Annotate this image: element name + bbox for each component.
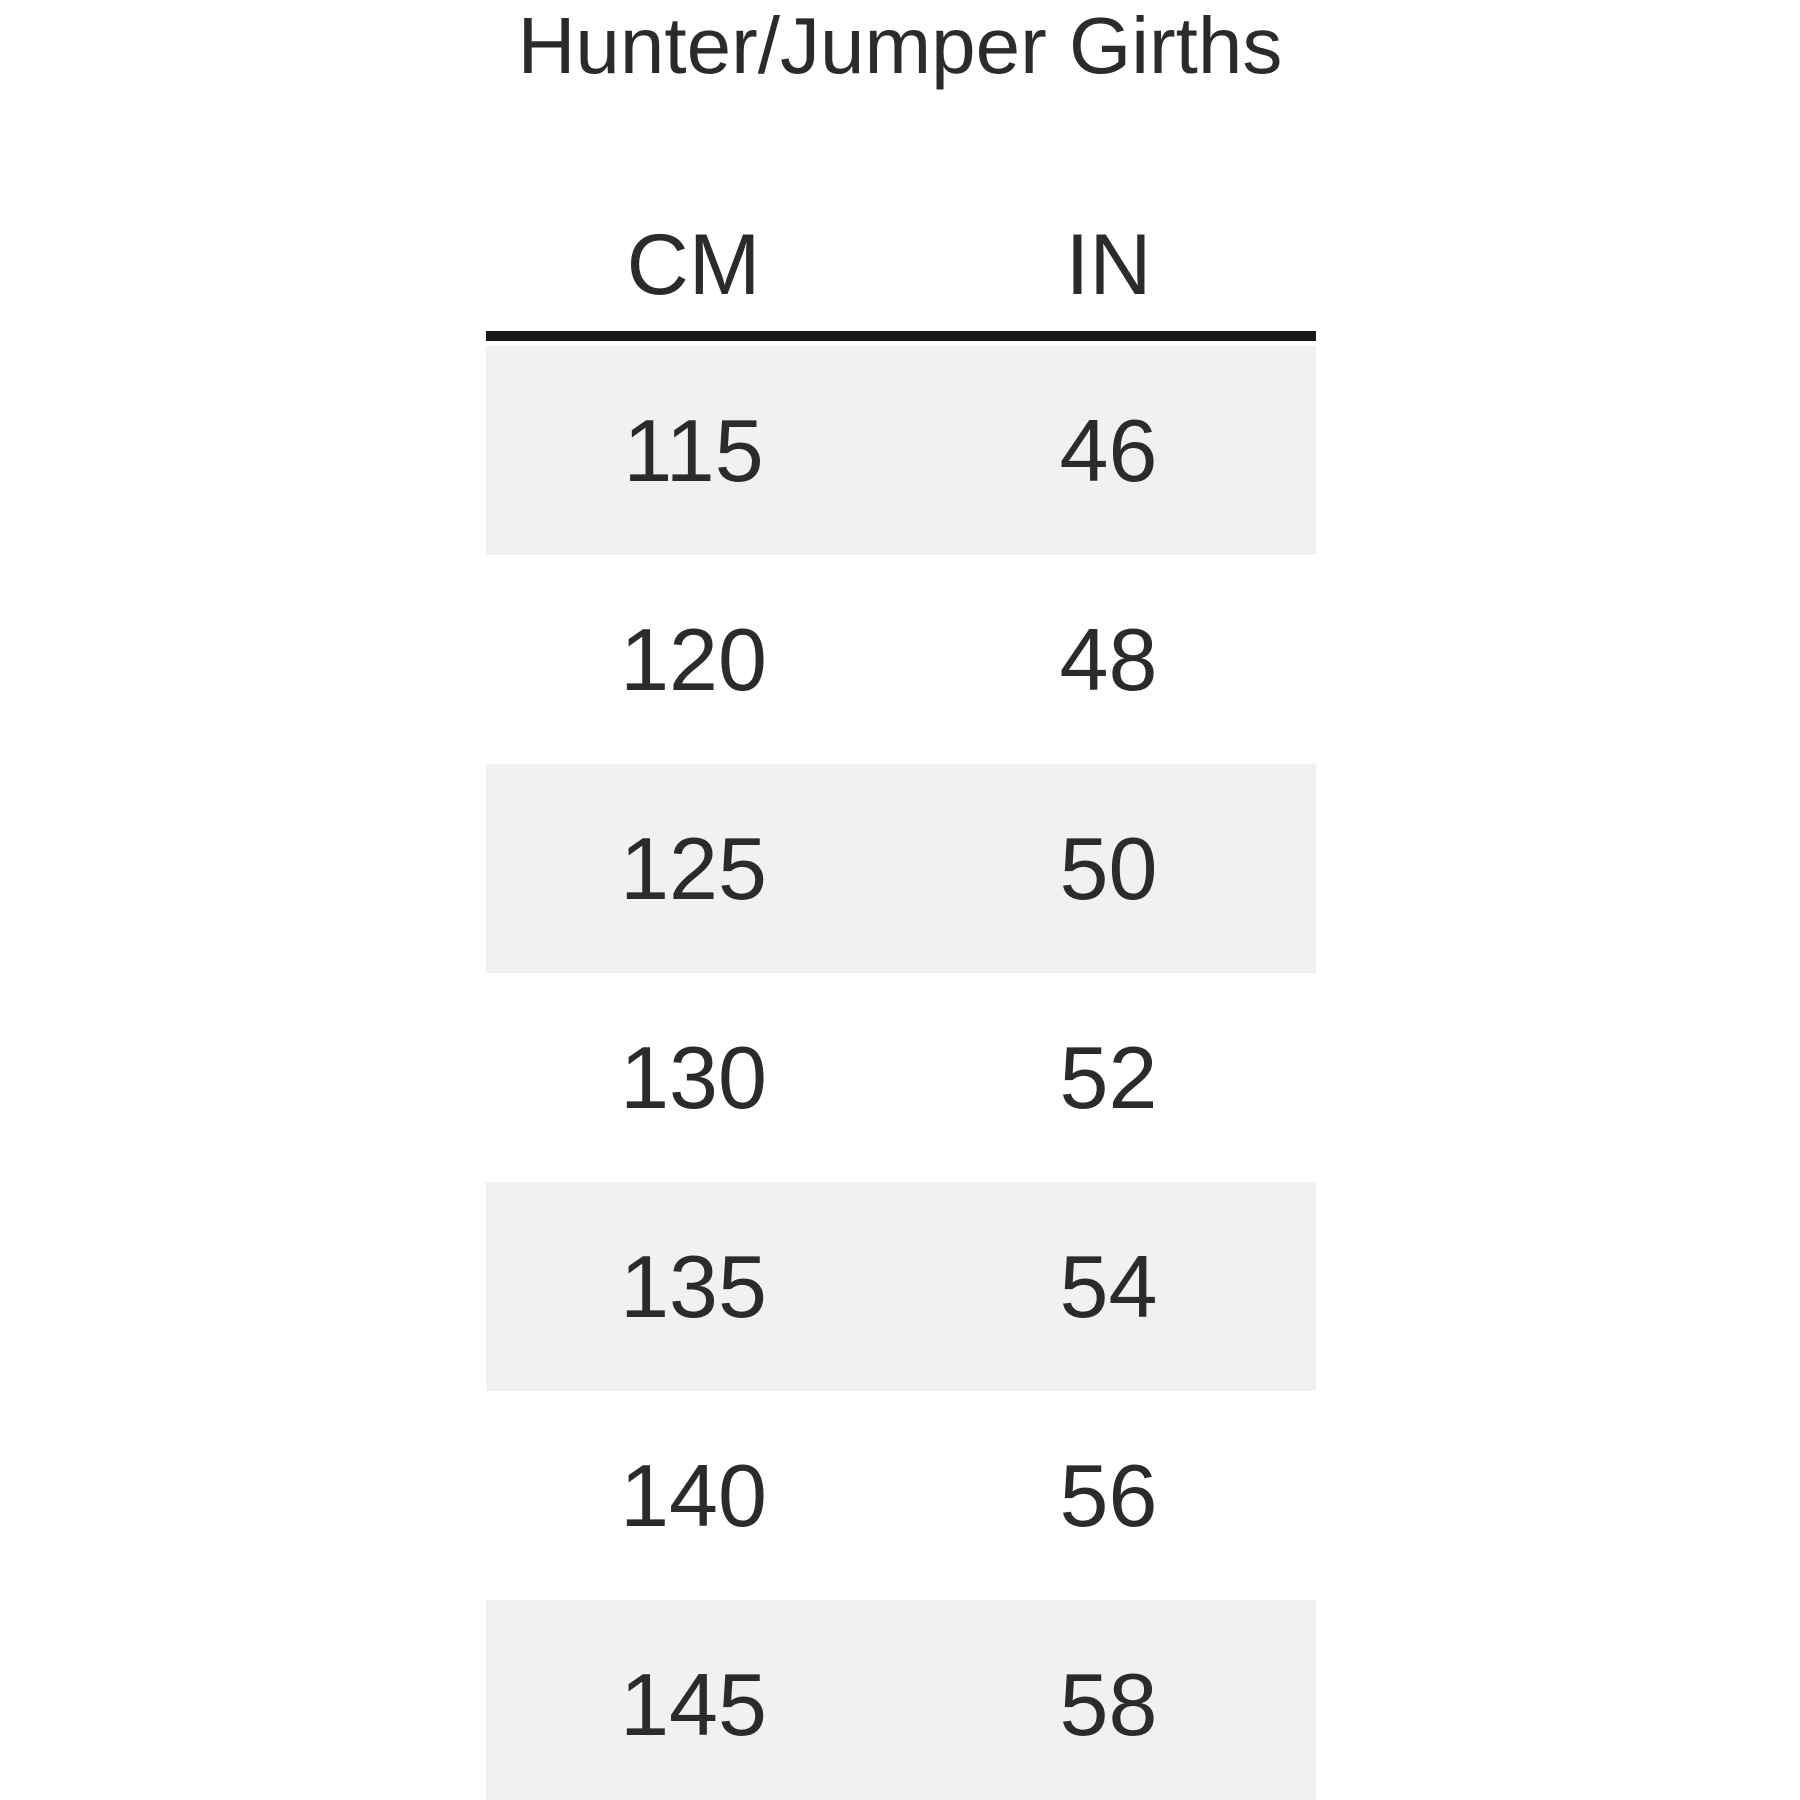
header-divider bbox=[486, 331, 1316, 341]
table-row: 125 50 bbox=[486, 764, 1316, 973]
in-value: 50 bbox=[1059, 818, 1158, 918]
in-value: 56 bbox=[1059, 1445, 1158, 1545]
in-value: 48 bbox=[1059, 609, 1158, 709]
table-header-row: CM IN bbox=[486, 222, 1316, 308]
table-body: 115 46 120 48 125 50 130 52 135 54 140 bbox=[486, 346, 1316, 1800]
in-value: 54 bbox=[1059, 1236, 1158, 1336]
cm-value: 130 bbox=[620, 1027, 767, 1127]
table-row: 120 48 bbox=[486, 555, 1316, 764]
cm-value: 125 bbox=[620, 818, 767, 918]
chart-title: Hunter/Jumper Girths bbox=[517, 1, 1283, 90]
table-row: 145 58 bbox=[486, 1600, 1316, 1800]
cm-value: 145 bbox=[620, 1654, 767, 1754]
cm-value: 135 bbox=[620, 1236, 767, 1336]
table-row: 115 46 bbox=[486, 346, 1316, 555]
in-value: 58 bbox=[1059, 1654, 1158, 1754]
table-row: 140 56 bbox=[486, 1391, 1316, 1600]
in-value: 46 bbox=[1059, 400, 1158, 500]
table-row: 130 52 bbox=[486, 973, 1316, 1182]
column-header-in: IN bbox=[1065, 217, 1152, 313]
in-value: 52 bbox=[1059, 1027, 1158, 1127]
cm-value: 120 bbox=[620, 609, 767, 709]
cm-value: 140 bbox=[620, 1445, 767, 1545]
cm-value: 115 bbox=[623, 400, 764, 500]
table-row: 135 54 bbox=[486, 1182, 1316, 1391]
column-header-cm: CM bbox=[626, 217, 761, 313]
